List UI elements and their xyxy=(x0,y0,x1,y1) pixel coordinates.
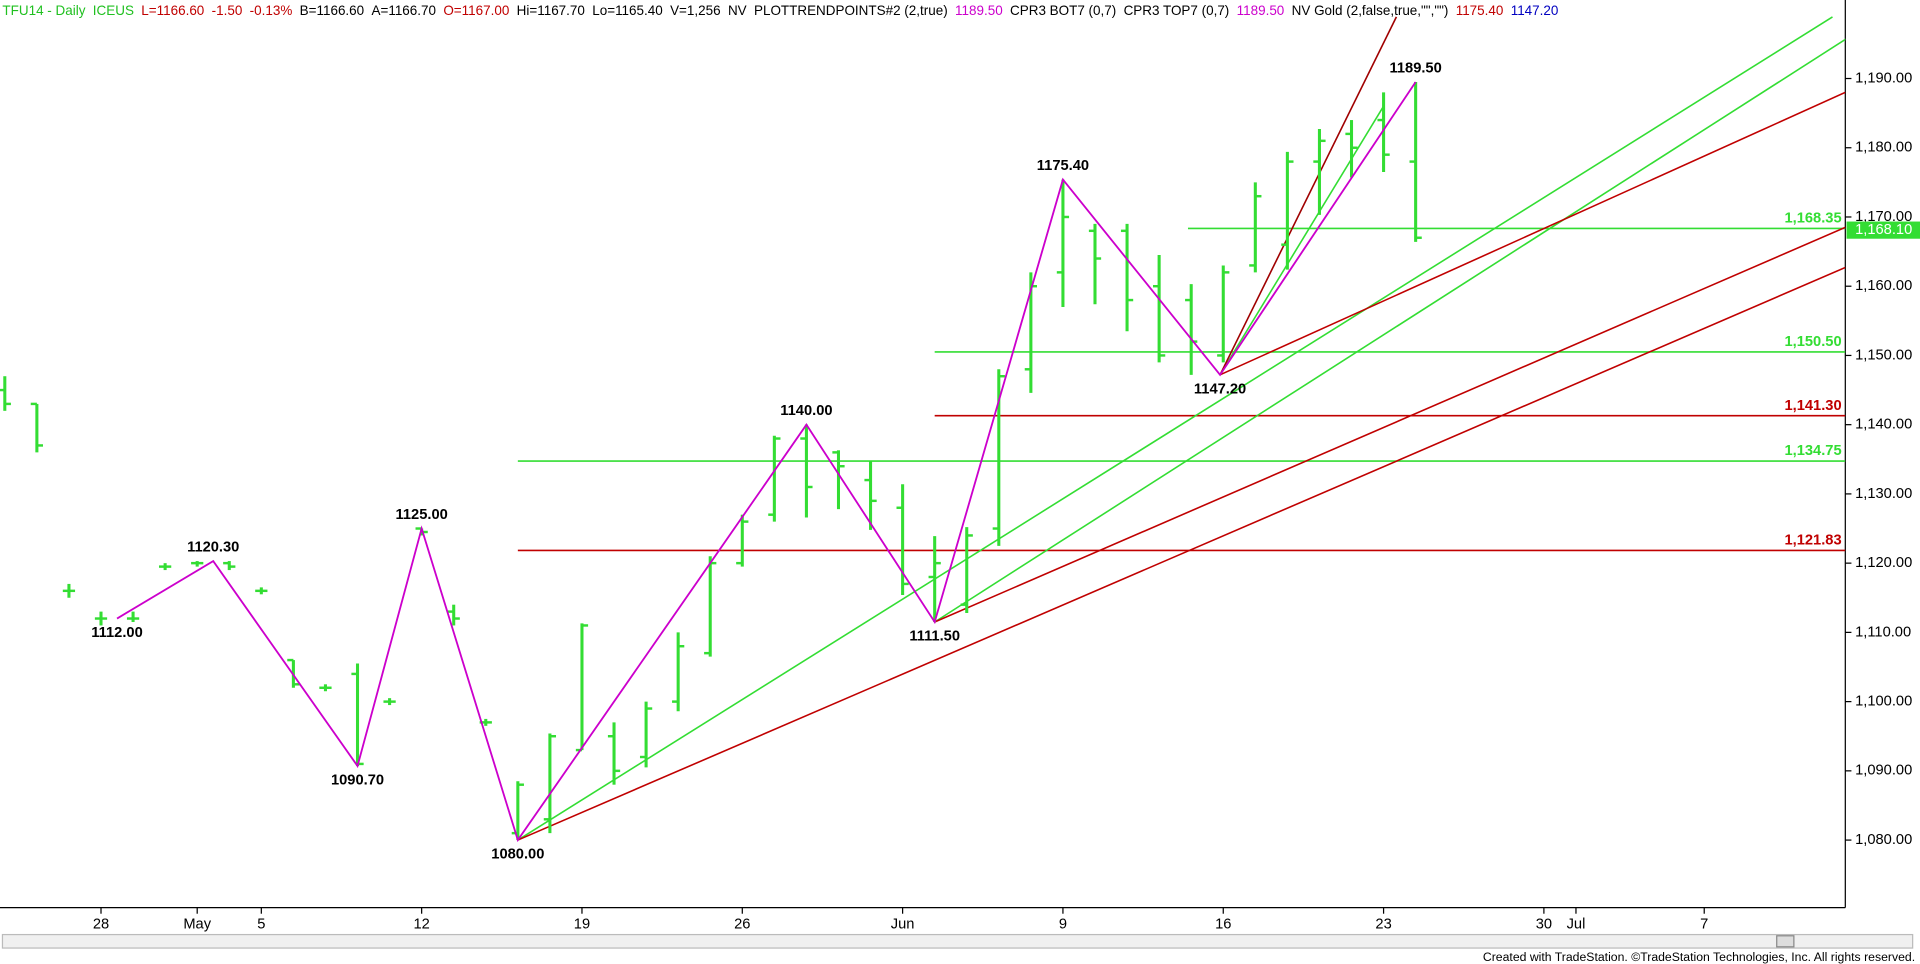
plot-area xyxy=(0,16,1846,843)
x-tick-label: 23 xyxy=(1375,917,1391,933)
header-item: NV Gold (2,false,true,"","") xyxy=(1292,3,1449,18)
header-item: 1175.40 xyxy=(1456,3,1504,18)
y-tick-label: 1,140.00 xyxy=(1855,417,1912,433)
header-item: PLOTTRENDPOINTS#2 (2,true) xyxy=(754,3,948,18)
level-label: 1,150.50 xyxy=(1784,334,1841,350)
trend-line xyxy=(517,266,1846,841)
header-item: CPR3 TOP7 (0,7) xyxy=(1124,3,1230,18)
trend-line xyxy=(1219,16,1398,376)
header-item: Lo=1165.40 xyxy=(592,3,662,18)
header-item: 1189.50 xyxy=(1237,3,1285,18)
y-tick-label: 1,180.00 xyxy=(1855,140,1912,156)
header-item: V=1,256 xyxy=(670,3,721,18)
header-item: A=1166.70 xyxy=(372,3,436,18)
y-tick-label: 1,090.00 xyxy=(1855,763,1912,779)
swing-label: 1090.70 xyxy=(331,773,384,789)
swing-label: 1189.50 xyxy=(1390,60,1442,76)
y-tick-label: 1,110.00 xyxy=(1855,624,1911,640)
last-price-tag xyxy=(1846,221,1920,239)
header-item: 1147.20 xyxy=(1511,3,1559,18)
y-tick-label: 1,190.00 xyxy=(1855,70,1912,86)
y-tick-label: 1,160.00 xyxy=(1855,278,1912,294)
y-tick-label: 1,120.00 xyxy=(1855,555,1912,571)
header-item: -0.13% xyxy=(250,3,293,18)
header: TFU14 - Daily ICEUS L=1166.60 -1.50 -0.13% B=… xyxy=(2,3,1558,18)
header-item: -1.50 xyxy=(212,3,243,18)
trend-line xyxy=(517,16,1833,841)
header-item: O=1167.00 xyxy=(443,3,509,18)
swing-label: 1140.00 xyxy=(780,403,832,419)
header-item: TFU14 - Daily xyxy=(2,3,85,18)
x-tick-label: Jun xyxy=(891,917,915,933)
header-item: 1189.50 xyxy=(955,3,1003,18)
x-tick-label: May xyxy=(183,917,211,933)
x-tick-label: 28 xyxy=(93,917,109,933)
y-tick-label: 1,080.00 xyxy=(1855,832,1912,848)
y-tick-label: 1,100.00 xyxy=(1855,693,1912,709)
level-label: 1,121.83 xyxy=(1784,533,1841,549)
level-label: 1,141.30 xyxy=(1784,398,1841,414)
header-item: CPR3 BOT7 (0,7) xyxy=(1010,3,1116,18)
swing-label: 1112.00 xyxy=(91,625,142,641)
x-tick-label: 12 xyxy=(413,917,429,933)
x-tick-label: 9 xyxy=(1059,917,1067,933)
swing-label: 1147.20 xyxy=(1194,381,1246,397)
swing-label: 1175.40 xyxy=(1037,158,1089,174)
x-tick-label: 26 xyxy=(734,917,750,933)
swing-label: 1111.50 xyxy=(909,629,960,645)
scrollbar-thumb[interactable] xyxy=(1776,935,1795,948)
swing-line xyxy=(116,81,1417,843)
scrollbar[interactable] xyxy=(1,933,1914,949)
header-item: B=1166.60 xyxy=(300,3,364,18)
x-tick-label: Jul xyxy=(1567,917,1586,933)
trend-line xyxy=(1219,105,1385,376)
last-price-label: 1,168.10 xyxy=(1855,222,1912,238)
y-tick-label: 1,170.00 xyxy=(1855,209,1912,225)
y-tick-label: 1,150.00 xyxy=(1855,347,1912,363)
header-item: Hi=1167.70 xyxy=(517,3,585,18)
header-item: ICEUS xyxy=(93,3,134,18)
trend-line xyxy=(934,226,1846,623)
header-item: NV xyxy=(728,3,747,18)
swing-label: 1080.00 xyxy=(491,847,544,863)
level-label: 1,134.75 xyxy=(1784,443,1841,459)
header-item: L=1166.60 xyxy=(141,3,204,18)
x-tick-label: 5 xyxy=(257,917,265,933)
x-tick-label: 30 xyxy=(1536,917,1552,933)
footer: Created with TradeStation. ©TradeStation… xyxy=(1483,950,1915,964)
x-tick-label: 16 xyxy=(1215,917,1231,933)
x-tick-label: 19 xyxy=(574,917,590,933)
swing-label: 1120.30 xyxy=(187,539,239,555)
trend-line xyxy=(1219,91,1846,376)
trend-line xyxy=(934,38,1846,623)
x-tick-label: 7 xyxy=(1700,917,1708,933)
level-label: 1,168.35 xyxy=(1784,210,1841,226)
y-tick-label: 1,130.00 xyxy=(1855,486,1912,502)
swing-label: 1125.00 xyxy=(396,507,448,523)
